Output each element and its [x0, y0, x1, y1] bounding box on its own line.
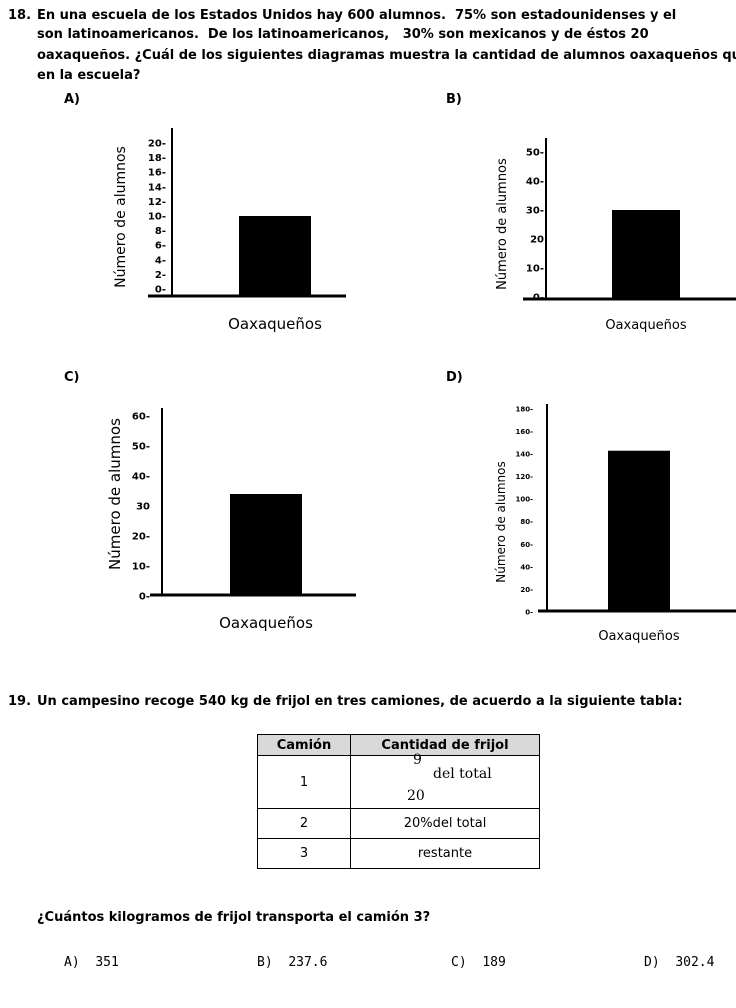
question-18-line-1: En una escuela de los Estados Unidos hay… [37, 8, 677, 23]
answer-c: C) 189 [451, 955, 506, 970]
table-row: 2 20%del total [257, 808, 540, 839]
table-row: 3 restante [257, 838, 540, 869]
chart-b-tick-label: 40- [526, 177, 544, 188]
chart-d-tick-label: 80- [520, 518, 533, 526]
answer-value: 237.6 [288, 955, 328, 970]
chart-d-tick-label: 180- [515, 405, 533, 413]
answer-a: A) 351 [64, 955, 119, 970]
chart-c-tick-label: 30 [136, 502, 150, 513]
chart-d-tick-label: 100- [515, 496, 533, 504]
question-18-line-2: son latinoamericanos. De los latinoameri… [37, 27, 649, 42]
chart-c-tick-label: 40- [132, 472, 150, 483]
camion-cell: 1 [257, 755, 351, 809]
chart-c-tick-label: 60- [132, 412, 150, 423]
option-b-label: B) [446, 92, 462, 107]
frijol-table: Camión Cantidad de frijol 1 9 del total … [257, 734, 540, 869]
chart-a-tick-label: 2- [155, 270, 166, 281]
fraction-denominator: 20 [407, 788, 425, 804]
chart-d-tick-label: 0- [525, 608, 533, 616]
chart-c-tick-label: 20- [132, 532, 150, 543]
chart-d-tick-label: 120- [515, 473, 533, 481]
chart-d-y-label: Número de alumnos [494, 461, 508, 582]
option-d-label: D) [446, 370, 463, 385]
chart-c-tick-label: 50- [132, 442, 150, 453]
chart-d-tick-label: 160- [515, 428, 533, 436]
chart-d-tick-label: 140- [515, 451, 533, 459]
chart-c-tick-label: 10- [132, 562, 150, 573]
chart-d-tick-label: 40- [520, 563, 533, 571]
chart-b-tick-label: 20 [530, 235, 544, 246]
chart-a-tick-label: 6- [155, 241, 166, 252]
question-19-prompt: ¿Cuántos kilogramos de frijol transporta… [37, 910, 431, 925]
chart-c-x-label: Oaxaqueños [219, 614, 313, 632]
option-c-label: C) [64, 370, 80, 385]
chart-b-tick-label: 30- [526, 206, 544, 217]
header-camion: Camión [257, 734, 351, 756]
chart-d-tick-label: 20- [520, 586, 533, 594]
chart-a-tick-label: 18- [148, 153, 166, 164]
answer-letter: D) [644, 955, 660, 970]
cantidad-cell: 20%del total [350, 808, 540, 839]
chart-b-tick-label: 0- [533, 293, 544, 304]
answer-letter: A) [64, 955, 80, 970]
chart-b-x-label: Oaxaqueños [605, 318, 687, 333]
question-18-line-3: oaxaqueños. ¿Cuál de los siguientes diag… [37, 48, 736, 63]
chart-a-tick-label: 4- [155, 255, 166, 266]
chart-a-x-label: Oaxaqueños [228, 315, 322, 333]
chart-a-tick-label: 8- [155, 226, 166, 237]
chart-c-bar [230, 494, 302, 595]
question-18-number: 18. [8, 8, 32, 23]
chart-a-tick-label: 10- [148, 212, 166, 223]
camion-cell: 3 [257, 838, 351, 869]
answer-value: 351 [95, 955, 119, 970]
cantidad-cell: 9 del total 20 [350, 752, 540, 809]
table-row: 1 9 del total 20 [257, 752, 540, 809]
question-19-number: 19. [8, 694, 32, 709]
chart-a-tick-label: 20- [148, 139, 166, 150]
chart-a-tick-label: 12- [148, 197, 166, 208]
chart-b-y-label: Número de alumnos [495, 158, 510, 290]
chart-a-tick-label: 0- [155, 285, 166, 296]
answer-d: D) 302.4 [644, 955, 714, 970]
option-a-label: A) [64, 92, 81, 107]
chart-d-tick-label: 60- [520, 541, 533, 549]
question-19-text: Un campesino recoge 540 kg de frijol en … [37, 694, 683, 709]
chart-a-bar [239, 216, 311, 296]
chart-b-bar [612, 210, 680, 299]
answer-value: 302.4 [675, 955, 715, 970]
fraction-numerator: 9 [413, 752, 422, 768]
chart-a-tick-label: 14- [148, 182, 166, 193]
chart-d-x-label: Oaxaqueños [598, 629, 680, 644]
cantidad-cell: restante [350, 838, 540, 869]
fraction-suffix: del total [433, 766, 492, 782]
answer-b: B) 237.6 [257, 955, 327, 970]
chart-b-tick-label: 10- [526, 264, 544, 275]
chart-a-tick-label: 16- [148, 168, 166, 179]
chart-c-tick-label: 0- [139, 592, 150, 603]
camion-cell: 2 [257, 808, 351, 839]
chart-c-y-label: Número de alumnos [106, 418, 124, 570]
answer-value: 189 [482, 955, 506, 970]
question-18-line-4: en la escuela? [37, 68, 141, 83]
chart-a-y-label: Número de alumnos [113, 146, 129, 288]
chart-d-bar [608, 450, 670, 611]
answer-letter: C) [451, 955, 467, 970]
answer-letter: B) [257, 955, 273, 970]
chart-b-tick-label: 50- [526, 148, 544, 159]
header-cantidad: Cantidad de frijol [350, 734, 540, 756]
